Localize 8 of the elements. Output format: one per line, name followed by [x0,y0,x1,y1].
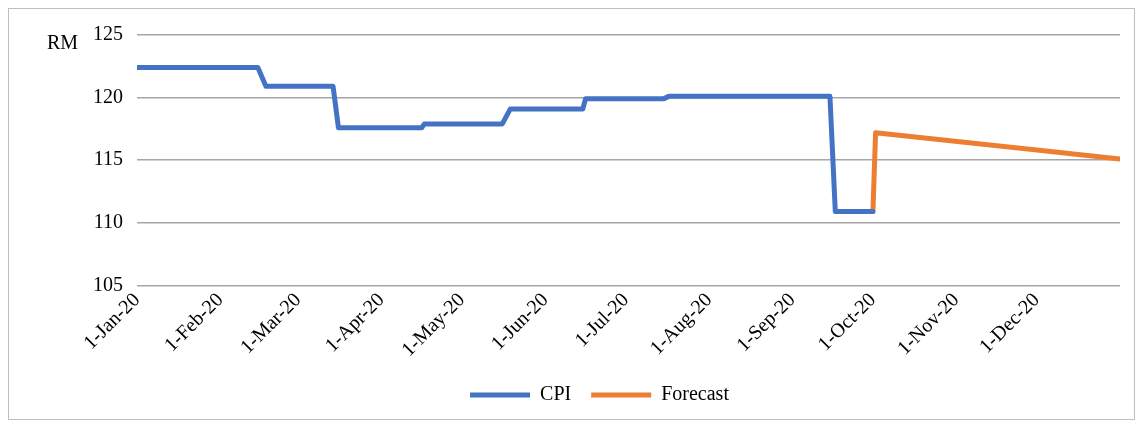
legend-label: Forecast [661,382,730,405]
legend-label: CPI [540,382,572,405]
y-axis-title: RM [47,31,79,54]
y-tick-label: 110 [93,210,123,233]
y-tick-label: 120 [93,84,123,107]
y-tick-label: 105 [93,272,123,295]
y-tick-label: 115 [93,147,123,170]
y-tick-label: 125 [93,22,123,45]
